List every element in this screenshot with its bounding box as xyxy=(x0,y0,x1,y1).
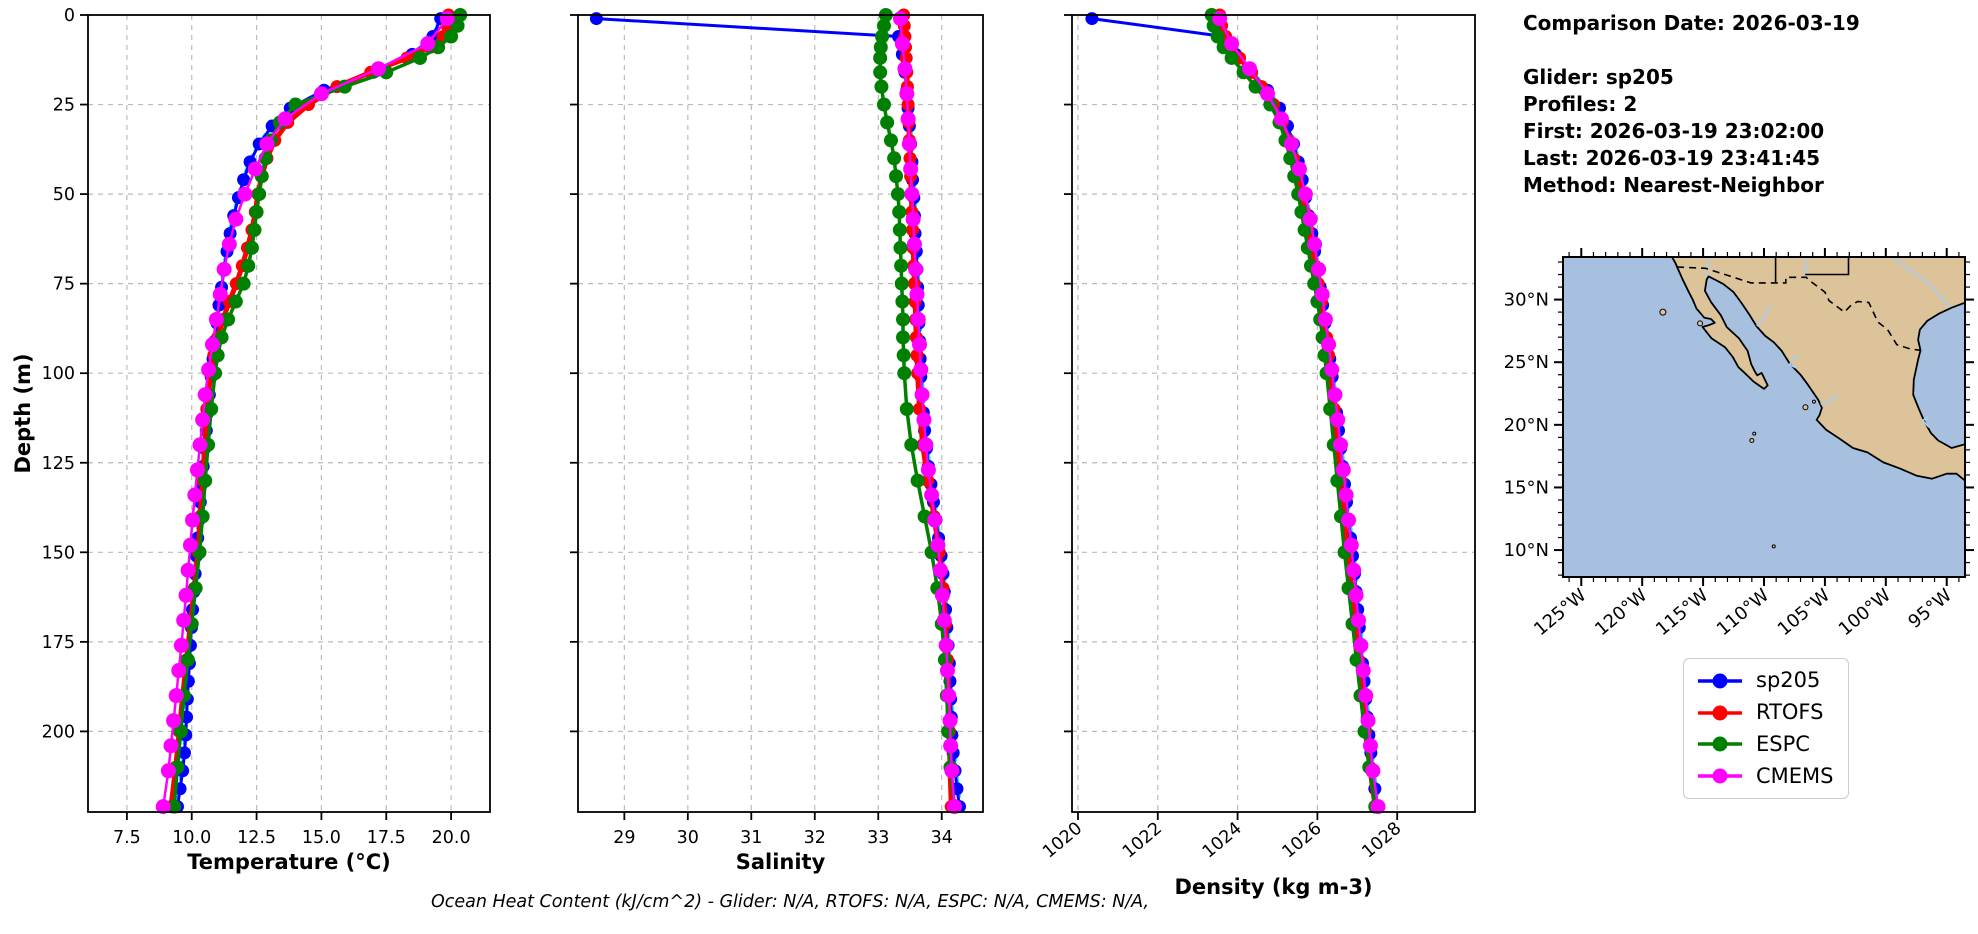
svg-text:29: 29 xyxy=(613,828,635,848)
method-text: Method: Nearest-Neighbor xyxy=(1523,173,1824,197)
info-spacer xyxy=(1523,37,1860,64)
info-panel: Comparison Date: 2026-03-19 Glider: sp20… xyxy=(1523,10,1860,199)
svg-text:25: 25 xyxy=(53,96,75,116)
last-text: Last: 2026-03-19 23:41:45 xyxy=(1523,146,1821,170)
svg-text:31: 31 xyxy=(740,828,762,848)
legend-entry-espc: ESPC xyxy=(1696,731,1836,756)
svg-text:125: 125 xyxy=(42,454,75,474)
svg-text:25°N: 25°N xyxy=(1504,352,1549,373)
svg-text:1020: 1020 xyxy=(1039,819,1086,863)
legend: sp205 RTOFS ESPC CMEMS xyxy=(1683,658,1849,799)
svg-text:75: 75 xyxy=(53,275,75,295)
svg-text:115°W: 115°W xyxy=(1652,585,1713,641)
svg-text:200: 200 xyxy=(42,722,75,742)
svg-text:1028: 1028 xyxy=(1358,819,1405,863)
legend-label: RTOFS xyxy=(1756,700,1824,725)
svg-text:0: 0 xyxy=(64,6,75,26)
svg-text:20.0: 20.0 xyxy=(432,828,471,848)
svg-text:175: 175 xyxy=(42,633,75,653)
legend-entry-sp205: sp205 xyxy=(1696,670,1836,691)
svg-text:10.0: 10.0 xyxy=(172,828,211,848)
svg-text:105°W: 105°W xyxy=(1774,585,1835,641)
svg-text:1026: 1026 xyxy=(1279,819,1326,863)
first-text: First: 2026-03-19 23:02:00 xyxy=(1523,119,1825,143)
ohc-footer-text: Ocean Heat Content (kJ/cm^2) - Glider: N… xyxy=(430,892,1150,912)
legend-label: sp205 xyxy=(1756,668,1821,693)
svg-text:7.5: 7.5 xyxy=(113,828,141,848)
svg-text:17.5: 17.5 xyxy=(367,828,406,848)
svg-text:Depth (m): Depth (m) xyxy=(11,353,35,473)
legend-line-marker-icon xyxy=(1698,736,1742,752)
svg-text:150: 150 xyxy=(42,543,75,563)
svg-text:110°W: 110°W xyxy=(1713,585,1774,641)
legend-line-marker-icon xyxy=(1698,705,1742,721)
legend-entry-rtofs: RTOFS xyxy=(1696,702,1836,723)
svg-text:Density (kg m-3): Density (kg m-3) xyxy=(1174,875,1372,899)
svg-text:33: 33 xyxy=(867,828,889,848)
comparison-date-text: Comparison Date: 2026-03-19 xyxy=(1523,11,1860,35)
legend-line-marker-icon xyxy=(1698,673,1742,689)
legend-label: ESPC xyxy=(1756,731,1810,756)
svg-text:120°W: 120°W xyxy=(1591,585,1652,641)
svg-text:100: 100 xyxy=(42,364,75,384)
svg-text:1024: 1024 xyxy=(1199,819,1246,863)
svg-text:Temperature (°C): Temperature (°C) xyxy=(187,850,390,874)
legend-entry-cmems: CMEMS xyxy=(1696,763,1836,788)
svg-text:125°W: 125°W xyxy=(1530,585,1591,641)
svg-text:10°N: 10°N xyxy=(1504,540,1549,561)
legend-line-marker-icon xyxy=(1698,768,1742,784)
svg-text:32: 32 xyxy=(804,828,826,848)
svg-text:Salinity: Salinity xyxy=(736,850,826,874)
svg-text:15°N: 15°N xyxy=(1504,477,1549,498)
svg-text:1022: 1022 xyxy=(1119,819,1166,863)
svg-text:50: 50 xyxy=(53,185,75,205)
profiles-text: Profiles: 2 xyxy=(1523,92,1638,116)
svg-text:30: 30 xyxy=(677,828,699,848)
svg-text:100°W: 100°W xyxy=(1835,585,1896,641)
svg-text:95°W: 95°W xyxy=(1904,585,1956,633)
svg-text:15.0: 15.0 xyxy=(302,828,341,848)
svg-text:20°N: 20°N xyxy=(1504,415,1549,436)
svg-text:12.5: 12.5 xyxy=(237,828,276,848)
svg-text:34: 34 xyxy=(931,828,953,848)
legend-label: CMEMS xyxy=(1756,763,1834,788)
glider-text: Glider: sp205 xyxy=(1523,65,1674,89)
svg-text:30°N: 30°N xyxy=(1504,290,1549,311)
